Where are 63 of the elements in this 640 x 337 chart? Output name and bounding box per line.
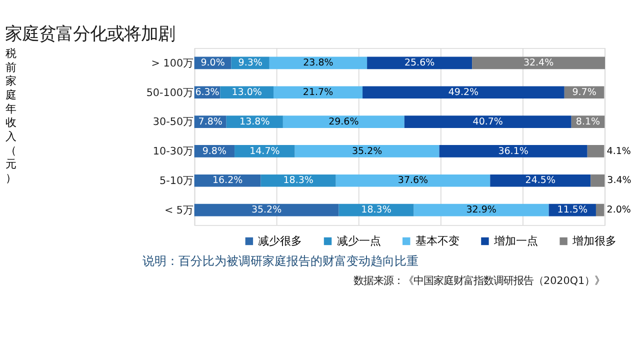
- legend-label: 基本不变: [415, 234, 460, 248]
- bar: [596, 204, 604, 216]
- data-label: 9.0%: [200, 58, 225, 69]
- bar: [194, 174, 261, 187]
- text: 税前家庭年收入（元）: [6, 47, 17, 184]
- y-tick-label: 50-100万: [146, 86, 194, 99]
- bar: [282, 116, 404, 128]
- data-label: 36.1%: [498, 146, 528, 157]
- legend-label: 增加一点: [493, 234, 538, 248]
- data-label: 49.2%: [448, 86, 479, 98]
- y-tick-label: 30-50万: [152, 116, 194, 128]
- data-label: 8.1%: [576, 116, 600, 128]
- bar: [194, 204, 339, 216]
- bar: [404, 116, 572, 128]
- data-label: 3.4%: [607, 175, 632, 186]
- bar: [336, 174, 490, 187]
- bar: [294, 145, 440, 158]
- data-label: 9.7%: [572, 86, 596, 98]
- data-label: 11.5%: [557, 204, 588, 216]
- text: 说明：百分比为被调研家庭报告的财富变动趋向比重: [142, 254, 419, 268]
- data-label: 25.6%: [404, 58, 435, 69]
- bar: [274, 86, 363, 99]
- data-label: 24.5%: [525, 175, 556, 186]
- y-tick-label: > 100万: [151, 57, 194, 70]
- bar: [590, 174, 605, 187]
- data-label: 13.8%: [240, 116, 270, 128]
- bar: [587, 145, 604, 158]
- bar: [260, 174, 336, 187]
- data-label: 9.8%: [202, 146, 227, 157]
- bar: [414, 204, 549, 216]
- data-label: 40.7%: [472, 116, 503, 128]
- data-label: 23.8%: [303, 58, 334, 69]
- legend-label: 减少一点: [336, 234, 381, 248]
- data-label: 16.2%: [212, 175, 243, 186]
- bar: [234, 145, 295, 158]
- data-label: 7.8%: [198, 116, 222, 128]
- legend-label: 增加很多: [572, 234, 617, 248]
- data-label: 18.3%: [283, 175, 314, 186]
- source-note: 数据来源：《中国家庭财富指数调研报告（2020Q1）》: [353, 274, 605, 287]
- data-label: 35.2%: [352, 146, 382, 157]
- data-label: 37.6%: [398, 175, 428, 186]
- data-label: 9.3%: [238, 58, 262, 69]
- y-tick-label: 10-30万: [152, 146, 194, 158]
- data-label: 6.3%: [195, 86, 220, 98]
- data-label: 29.6%: [328, 116, 359, 128]
- data-label: 21.7%: [302, 86, 334, 98]
- chart-title: 家庭贫富分化或将加剧: [5, 24, 176, 44]
- y-tick-label: < 5万: [164, 204, 194, 216]
- bar: [472, 56, 605, 70]
- data-label: 4.1%: [606, 146, 631, 157]
- bar: [362, 86, 564, 99]
- data-label: 32.9%: [466, 204, 496, 216]
- bar: [439, 145, 588, 158]
- data-label: 18.3%: [361, 204, 392, 216]
- data-label: 35.2%: [251, 204, 282, 216]
- bar: [490, 174, 591, 187]
- data-label: 14.7%: [250, 146, 280, 157]
- data-label: 13.0%: [232, 86, 262, 98]
- data-label: 32.4%: [523, 58, 554, 69]
- y-tick-label: 5-10万: [160, 175, 194, 188]
- bar: [367, 56, 472, 70]
- legend-label: 减少很多: [258, 234, 302, 248]
- data-label: 2.0%: [606, 204, 631, 216]
